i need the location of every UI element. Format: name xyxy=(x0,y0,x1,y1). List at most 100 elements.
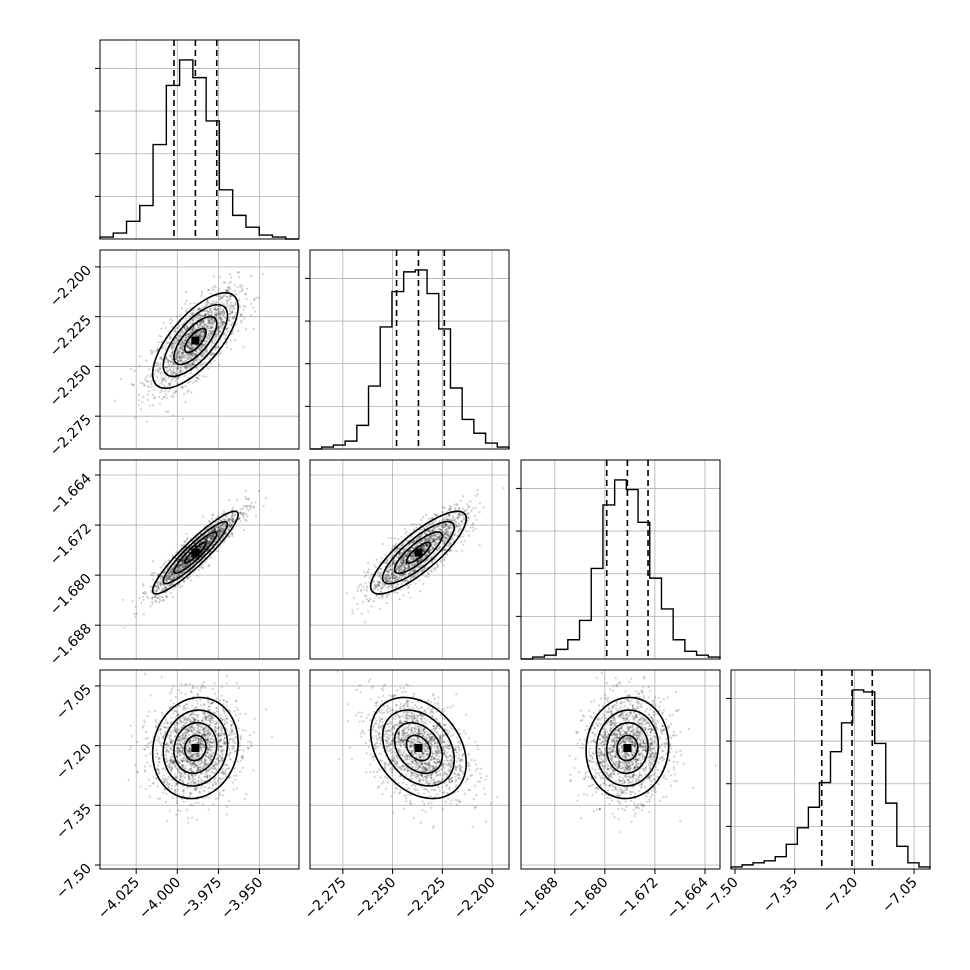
sample-point xyxy=(205,539,209,542)
sample-point xyxy=(225,334,228,337)
sample-point xyxy=(186,390,189,393)
sample-point xyxy=(415,561,419,565)
sample-point xyxy=(239,511,242,514)
sample-point xyxy=(402,559,406,562)
sample-point xyxy=(155,364,158,367)
sample-point xyxy=(167,584,170,587)
sample-point xyxy=(186,563,190,566)
sample-point xyxy=(189,343,192,346)
sample-point xyxy=(218,528,222,531)
sample-point xyxy=(180,559,184,563)
sample-point xyxy=(455,525,458,529)
sample-point xyxy=(378,561,381,564)
sample-point xyxy=(148,710,151,713)
sample-point xyxy=(384,577,387,580)
histogram-panel xyxy=(305,249,510,450)
sample-point xyxy=(160,356,163,359)
sample-point xyxy=(185,308,188,311)
sample-point xyxy=(441,526,444,529)
sample-point xyxy=(213,359,216,362)
sample-point xyxy=(197,326,200,329)
sample-point xyxy=(170,573,173,576)
sample-point xyxy=(386,571,389,574)
sample-point xyxy=(427,523,430,527)
sample-point xyxy=(231,315,234,319)
sample-point xyxy=(183,341,186,344)
sample-point xyxy=(438,546,441,549)
sample-point xyxy=(169,382,172,385)
sample-point xyxy=(205,545,208,548)
sample-point xyxy=(385,562,388,565)
sample-point xyxy=(217,533,220,536)
sample-point xyxy=(195,376,199,379)
sample-point xyxy=(446,536,450,539)
sample-point xyxy=(199,546,202,549)
sample-point xyxy=(384,576,387,579)
sample-point xyxy=(231,534,234,538)
sample-point xyxy=(211,514,214,517)
sample-point xyxy=(431,547,435,550)
sample-point xyxy=(482,506,485,509)
sample-point xyxy=(213,528,216,531)
sample-point xyxy=(229,525,233,528)
sample-point xyxy=(422,551,425,554)
sample-point xyxy=(207,317,211,320)
sample-point xyxy=(169,570,172,573)
sample-point xyxy=(452,537,455,541)
sample-point xyxy=(222,294,226,297)
sample-point xyxy=(418,546,422,549)
sample-point xyxy=(176,372,179,375)
sample-point xyxy=(170,572,173,576)
scatter-panel xyxy=(99,661,300,870)
sample-point xyxy=(221,320,224,323)
sample-point xyxy=(186,559,189,562)
sample-point xyxy=(236,498,239,502)
sample-point xyxy=(363,570,366,574)
sample-point xyxy=(242,308,245,311)
sample-point xyxy=(223,313,226,316)
sample-point xyxy=(231,317,234,320)
sample-point xyxy=(416,538,419,541)
sample-point xyxy=(133,416,136,419)
sample-point xyxy=(478,543,481,547)
sample-point xyxy=(201,325,204,328)
sample-point xyxy=(393,579,396,582)
sample-point xyxy=(181,571,184,575)
sample-point xyxy=(231,517,235,521)
sample-point xyxy=(412,569,415,572)
sample-point xyxy=(425,544,428,547)
sample-point xyxy=(234,513,237,516)
sample-point xyxy=(215,313,218,316)
sample-point xyxy=(218,533,221,536)
sample-point xyxy=(385,573,388,576)
sample-point xyxy=(401,542,404,546)
sample-point xyxy=(195,344,198,347)
sample-point xyxy=(204,314,207,317)
sample-point xyxy=(218,312,221,315)
sample-point xyxy=(213,313,216,316)
sample-point xyxy=(148,385,151,389)
sample-point xyxy=(472,522,475,525)
sample-point xyxy=(393,578,396,581)
sample-point xyxy=(437,528,440,531)
sample-point xyxy=(204,537,208,540)
sample-point xyxy=(398,566,401,569)
sample-point xyxy=(158,334,161,337)
sample-point xyxy=(467,529,470,533)
sample-point xyxy=(239,736,242,739)
sample-point xyxy=(162,598,165,602)
axes-frame xyxy=(309,459,510,660)
sample-point xyxy=(203,539,207,542)
sample-point xyxy=(169,572,172,575)
sample-point xyxy=(475,518,478,521)
sample-point xyxy=(205,545,208,548)
density-contour xyxy=(151,510,239,595)
sample-point xyxy=(220,661,222,663)
sample-point xyxy=(171,325,174,328)
sample-point xyxy=(222,321,225,324)
sample-point xyxy=(193,571,196,574)
sample-point xyxy=(209,740,213,744)
sample-point xyxy=(208,541,212,544)
sample-point xyxy=(205,324,209,327)
sample-point xyxy=(387,565,390,569)
